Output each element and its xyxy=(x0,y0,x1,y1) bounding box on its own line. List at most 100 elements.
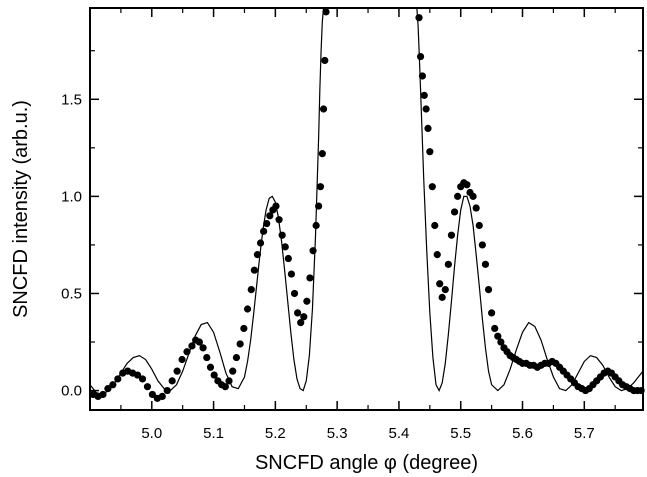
data-point xyxy=(318,150,326,158)
data-point xyxy=(418,72,427,80)
x-tick-label: 5.5 xyxy=(450,425,471,442)
data-point xyxy=(488,309,496,317)
data-point xyxy=(109,381,117,389)
data-point xyxy=(256,239,265,247)
data-point xyxy=(475,221,483,230)
data-point xyxy=(99,390,107,399)
data-point xyxy=(221,383,229,391)
data-point xyxy=(168,377,176,385)
fit-curve-line xyxy=(89,7,644,396)
x-tick-label: 5.1 xyxy=(203,425,224,442)
data-point xyxy=(447,231,456,239)
data-point xyxy=(424,124,432,133)
data-point xyxy=(426,148,434,156)
x-tick-label: 5.0 xyxy=(141,425,162,442)
data-point xyxy=(148,390,157,399)
data-point xyxy=(416,52,425,61)
y-axis-label: SNCFD intensity (arb.u.) xyxy=(10,100,32,318)
data-point xyxy=(236,340,244,348)
data-point xyxy=(173,367,181,375)
data-point xyxy=(278,231,286,239)
data-point xyxy=(188,342,196,350)
data-point xyxy=(450,208,459,216)
y-tick-label: 0.0 xyxy=(61,383,82,400)
y-tick-label: 1.5 xyxy=(61,91,82,108)
data-points-layer xyxy=(89,8,645,402)
data-point xyxy=(315,202,323,210)
data-point xyxy=(438,293,446,301)
data-point xyxy=(143,383,152,391)
data-point xyxy=(321,56,329,65)
data-point xyxy=(441,285,449,294)
data-point xyxy=(263,219,271,228)
x-tick-label: 5.3 xyxy=(327,425,348,442)
data-point xyxy=(491,324,499,333)
data-point xyxy=(266,212,274,220)
data-point xyxy=(306,274,314,282)
data-point xyxy=(322,8,330,16)
data-point xyxy=(478,241,486,249)
data-point xyxy=(229,367,237,375)
data-point xyxy=(481,260,490,268)
y-tick-label: 0.5 xyxy=(61,285,82,302)
data-point xyxy=(183,348,191,356)
data-point xyxy=(444,260,452,268)
data-point xyxy=(260,227,268,235)
y-tick-label: 1.0 xyxy=(61,188,82,205)
data-point xyxy=(232,353,241,362)
data-point xyxy=(133,371,142,379)
x-axis-label: SNCFD angle φ (degree) xyxy=(255,452,478,474)
data-point xyxy=(431,221,439,230)
data-point xyxy=(415,14,423,22)
data-point xyxy=(158,392,166,401)
data-point xyxy=(210,371,218,379)
data-point xyxy=(433,251,441,259)
data-point xyxy=(272,202,280,210)
data-point xyxy=(284,254,292,263)
data-point xyxy=(178,355,186,364)
data-point xyxy=(294,309,302,317)
x-tick-label: 5.7 xyxy=(574,425,595,442)
data-point xyxy=(484,285,493,294)
data-point xyxy=(225,377,233,385)
data-point xyxy=(290,289,299,298)
data-point xyxy=(206,363,215,371)
data-point xyxy=(454,192,462,200)
data-point xyxy=(195,338,203,346)
data-point xyxy=(199,344,207,352)
x-tick-label: 5.4 xyxy=(389,425,410,442)
data-point xyxy=(138,375,147,383)
data-point xyxy=(316,183,325,191)
data-point xyxy=(309,247,317,255)
data-point xyxy=(319,105,328,113)
data-point xyxy=(472,204,480,212)
fit-curve-layer xyxy=(89,7,644,396)
data-point xyxy=(240,324,248,333)
data-point xyxy=(420,91,428,99)
data-point xyxy=(300,313,308,321)
data-point xyxy=(497,338,505,346)
data-point xyxy=(247,285,255,294)
ticks-layer: 5.0 5.1 5.2 5.3 5.4 5.5 5.6 5.7 0.0 0.5 1.0 1.5 xyxy=(61,8,643,442)
data-point xyxy=(428,183,436,191)
data-point xyxy=(422,105,430,113)
data-point xyxy=(463,181,471,189)
data-point xyxy=(275,216,283,224)
x-tick-label: 5.6 xyxy=(512,425,533,442)
data-point xyxy=(303,297,311,305)
data-point xyxy=(281,243,289,251)
data-point xyxy=(494,332,502,340)
data-point xyxy=(436,280,444,288)
data-point xyxy=(104,385,112,393)
data-point xyxy=(203,353,211,362)
data-point xyxy=(114,375,122,383)
data-point xyxy=(163,386,171,395)
data-point xyxy=(297,319,305,327)
data-point xyxy=(287,270,296,278)
data-point xyxy=(253,251,262,259)
plot-frame xyxy=(89,7,644,411)
data-point xyxy=(250,266,258,274)
x-tick-label: 5.2 xyxy=(265,425,286,442)
